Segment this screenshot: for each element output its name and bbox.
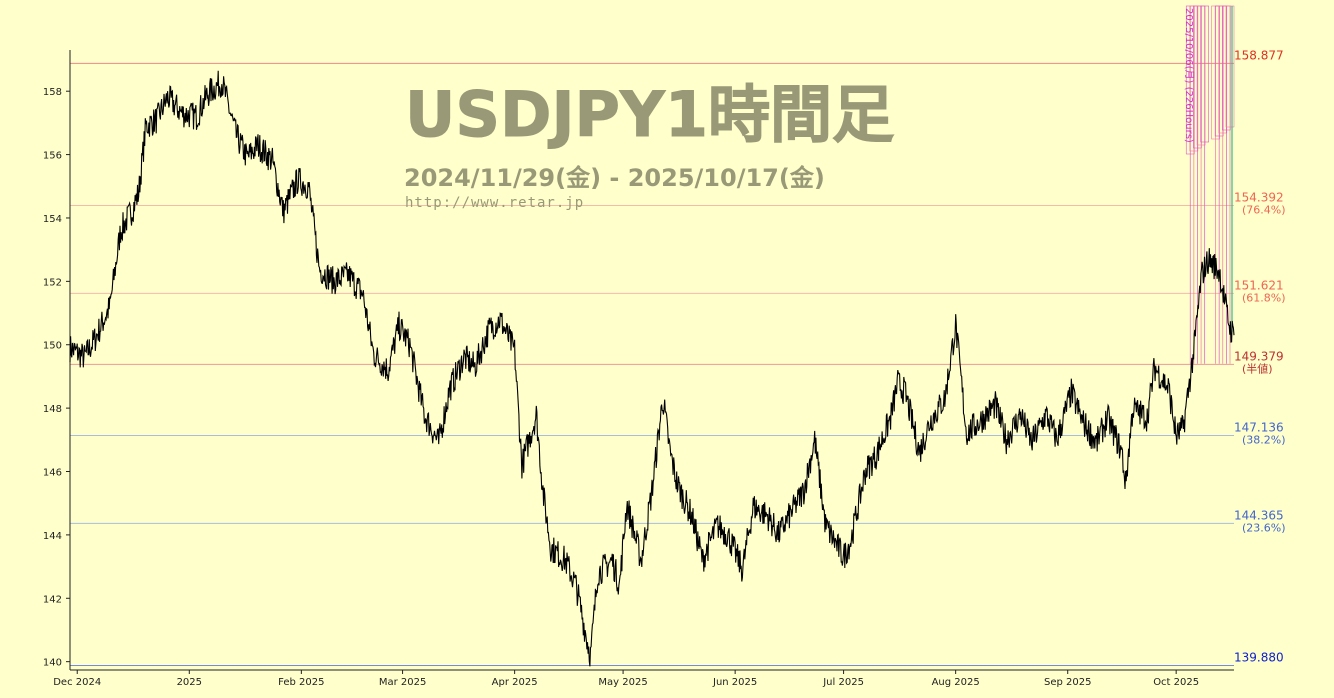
site-url: http://www.retar.jp — [405, 195, 584, 211]
time-markers: 2025/10/06(月) (226Hours) — [1183, 5, 1235, 364]
level-value-label: 154.392 — [1234, 191, 1284, 205]
x-tick-label: Oct 2025 — [1153, 677, 1199, 688]
level-pct-label: (76.4%) — [1242, 204, 1286, 217]
x-tick-label: Jun 2025 — [712, 677, 757, 688]
axes: 140 142 144 146 148 150 152 154 156 158 Dec 2024 20… — [43, 50, 1234, 688]
level-pct-label: (23.6%) — [1242, 521, 1286, 534]
fibonacci-levels — [70, 62, 1234, 666]
y-tick-label: 144 — [43, 531, 62, 542]
level-pct-label: (38.2%) — [1242, 434, 1286, 447]
x-tick-label: Dec 2024 — [53, 677, 101, 688]
y-tick-label: 146 — [43, 468, 62, 479]
y-tick-label: 148 — [43, 404, 62, 415]
level-value-label: 139.880 — [1234, 650, 1284, 664]
x-tick-label: Mar 2025 — [379, 677, 427, 688]
level-pct-label: (61.8%) — [1242, 291, 1286, 304]
level-labels: 158.877 154.392(76.4%) 151.621(61.8%) 149.3… — [1234, 48, 1286, 664]
price-series — [69, 70, 1235, 667]
y-tick-label: 142 — [43, 594, 62, 605]
vertical-annotation: 2025/10/06(月) (226Hours) — [1183, 8, 1195, 143]
chart-subtitle: 2024/11/29(金) - 2025/10/17(金) — [404, 164, 825, 192]
x-tick-label: Jul 2025 — [822, 677, 864, 688]
price-line — [69, 70, 1235, 667]
level-value-label: 158.877 — [1234, 48, 1284, 62]
x-tick-label: Aug 2025 — [932, 677, 980, 688]
y-tick-label: 158 — [43, 87, 62, 98]
y-tick-label: 156 — [43, 151, 62, 162]
x-tick-label: Apr 2025 — [492, 677, 538, 688]
level-value-label: 151.621 — [1234, 278, 1284, 292]
x-tick-label: Feb 2025 — [278, 677, 324, 688]
level-pct-label: (半値) — [1242, 361, 1273, 375]
time-marker-box — [1225, 5, 1235, 128]
level-value-label: 147.136 — [1234, 421, 1284, 435]
y-tick-label: 150 — [43, 341, 62, 352]
level-value-label: 149.379 — [1234, 349, 1284, 363]
x-tick-label: Sep 2025 — [1044, 677, 1091, 688]
y-tick-label: 140 — [43, 658, 62, 669]
level-value-label: 144.365 — [1234, 508, 1284, 522]
y-tick-label: 154 — [43, 214, 62, 225]
time-marker-box — [1200, 5, 1209, 143]
y-tick-label: 152 — [43, 277, 62, 288]
chart-title: USDJPY1時間足 — [405, 78, 894, 151]
x-tick-label: 2025 — [177, 677, 202, 688]
x-tick-label: May 2025 — [598, 677, 647, 688]
